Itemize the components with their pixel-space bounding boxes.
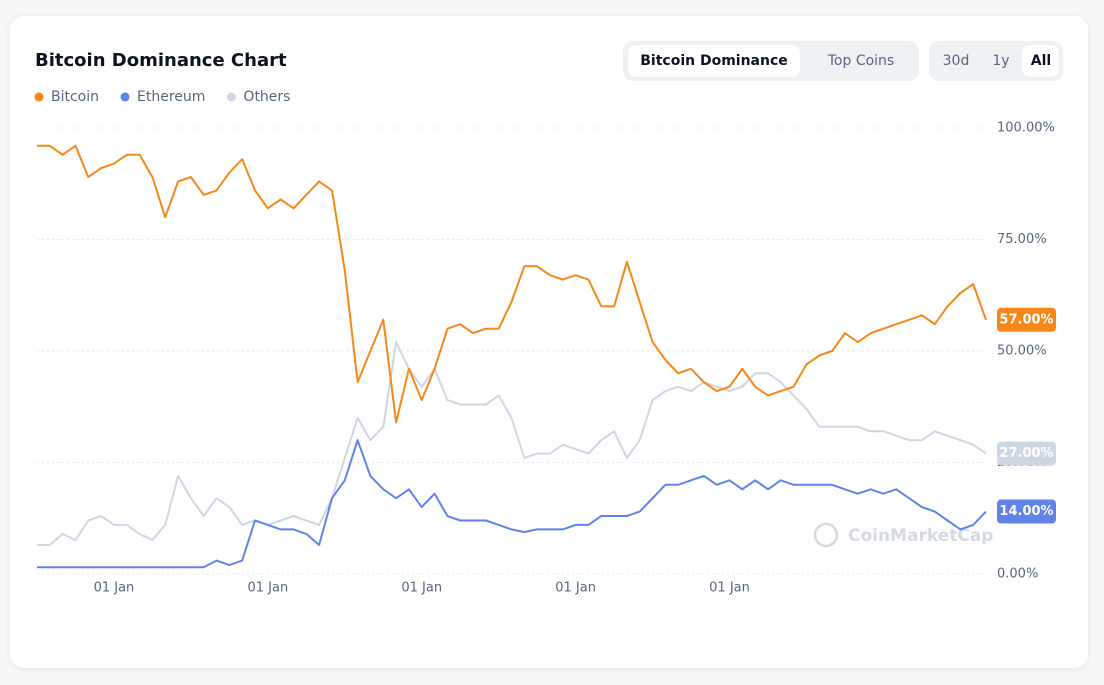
last-value-label: 57.00% bbox=[999, 312, 1053, 327]
y-tick-label: 0.00% bbox=[997, 567, 1038, 582]
chart-title: Bitcoin Dominance Chart bbox=[35, 50, 287, 71]
series-line bbox=[37, 144, 987, 424]
range-label[interactable]: All bbox=[1031, 53, 1051, 69]
tab-label[interactable]: Bitcoin Dominance bbox=[640, 53, 788, 69]
y-tick-label: 100.00% bbox=[997, 121, 1055, 136]
series-line bbox=[37, 341, 987, 546]
x-tick-label: 01 Jan bbox=[401, 581, 442, 596]
series-line bbox=[37, 439, 987, 569]
watermark-text: CoinMarketCap bbox=[848, 526, 993, 546]
range-label[interactable]: 1y bbox=[992, 53, 1009, 69]
y-tick-label: 75.00% bbox=[997, 232, 1047, 247]
card bbox=[10, 16, 1088, 668]
legend-dot bbox=[120, 92, 130, 102]
x-tick-label: 01 Jan bbox=[555, 581, 596, 596]
watermark-logo bbox=[813, 522, 839, 548]
legend-label: Bitcoin bbox=[51, 89, 99, 105]
y-tick-label: 50.00% bbox=[997, 344, 1047, 359]
last-value-badge bbox=[997, 441, 1056, 466]
tab-label[interactable]: Top Coins bbox=[827, 53, 894, 69]
legend-label: Ethereum bbox=[137, 89, 205, 105]
last-value-badge bbox=[997, 307, 1056, 332]
x-tick-label: 01 Jan bbox=[247, 581, 288, 596]
legend-dot bbox=[226, 92, 236, 102]
last-value-badge bbox=[997, 499, 1056, 524]
x-tick-label: 01 Jan bbox=[94, 581, 135, 596]
controls bbox=[623, 41, 1063, 81]
legend-label: Others bbox=[243, 89, 290, 105]
last-value-label: 14.00% bbox=[999, 504, 1053, 519]
last-value-label: 27.00% bbox=[999, 446, 1053, 461]
watermark: CoinMarketCap bbox=[813, 522, 993, 548]
tab-active[interactable] bbox=[628, 45, 800, 77]
legend-dot bbox=[34, 92, 44, 102]
x-tick-label: 01 Jan bbox=[709, 581, 750, 596]
range-active[interactable] bbox=[1022, 45, 1059, 77]
range-label[interactable]: 30d bbox=[943, 53, 970, 69]
